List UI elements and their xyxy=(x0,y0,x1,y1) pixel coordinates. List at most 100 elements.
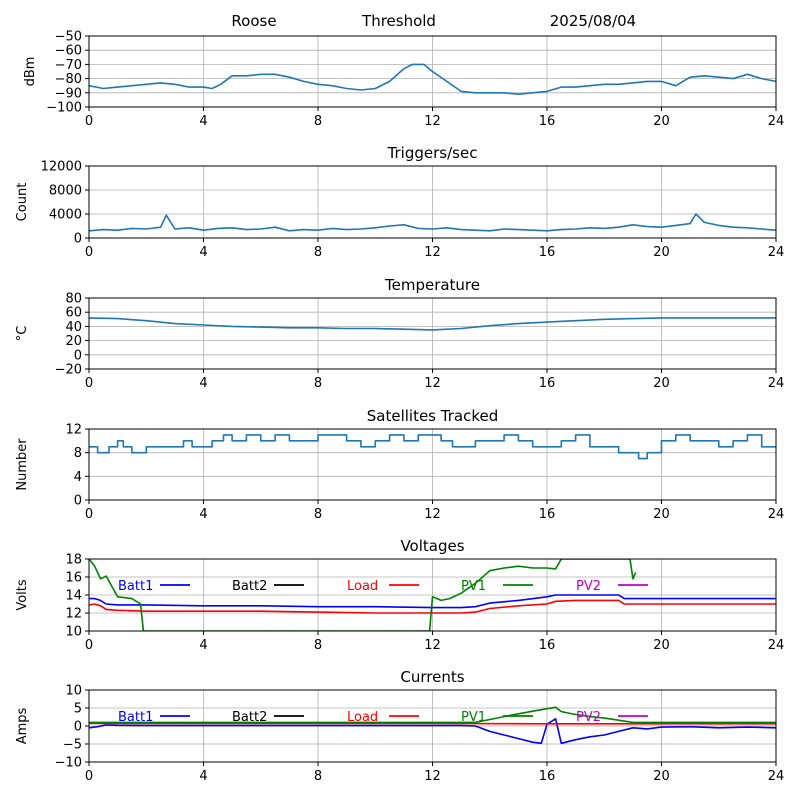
currents-xtick-label: 12 xyxy=(424,769,441,784)
header-date: 2025/08/04 xyxy=(550,12,636,30)
currents-legend-batt1: Batt1 xyxy=(118,710,153,725)
currents-xtick-label: 4 xyxy=(199,769,207,784)
satellites-xtick-label: 24 xyxy=(768,507,785,522)
currents-xtick-label: 8 xyxy=(314,769,322,784)
voltages-ytick-label: 16 xyxy=(65,571,82,586)
currents-xtick-label: 20 xyxy=(653,769,670,784)
currents-ytick-label: 5 xyxy=(74,702,82,717)
satellites-series-line xyxy=(89,434,776,460)
voltages-legend-pv2: PV2 xyxy=(576,579,601,594)
currents-ytick-label: 0 xyxy=(74,720,82,735)
triggers-xtick-label: 8 xyxy=(314,245,322,260)
voltages-legend-batt2: Batt2 xyxy=(232,579,267,594)
satellites-xtick-label: 4 xyxy=(199,507,207,522)
currents-xtick-label: 0 xyxy=(85,769,93,784)
triggers-ytick-label: 8000 xyxy=(49,184,82,199)
rssi-ytick-label: −90 xyxy=(55,86,82,101)
currents-legend-pv1: PV1 xyxy=(461,710,486,725)
voltages-xtick-label: 8 xyxy=(314,638,322,653)
satellites-ytick-label: 0 xyxy=(74,494,82,509)
currents-legend-pv2: PV2 xyxy=(576,710,601,725)
satellites-ytick-label: 12 xyxy=(65,423,82,438)
triggers-xtick-label: 12 xyxy=(424,245,441,260)
triggers-xtick-label: 24 xyxy=(768,245,785,260)
triggers-ylabel: Count xyxy=(15,183,30,222)
triggers-xtick-label: 0 xyxy=(85,245,93,260)
satellites-xtick-label: 0 xyxy=(85,507,93,522)
voltages-xtick-label: 16 xyxy=(539,638,556,653)
triggers-ytick-label: 12000 xyxy=(41,160,82,175)
temperature-series-line xyxy=(89,317,776,331)
voltages-legend-load: Load xyxy=(347,579,378,594)
satellites-ytick-label: 8 xyxy=(74,446,82,461)
triggers-xtick-label: 16 xyxy=(539,245,556,260)
temperature-xtick-label: 12 xyxy=(424,376,441,391)
temperature-ytick-label: 80 xyxy=(65,292,82,307)
temperature-xtick-label: 4 xyxy=(199,376,207,391)
currents-legend-batt2: Batt2 xyxy=(232,710,267,725)
voltages-xtick-label: 0 xyxy=(85,638,93,653)
satellites-xtick-label: 20 xyxy=(653,507,670,522)
rssi-ytick-label: −50 xyxy=(55,30,82,45)
satellites-ytick-label: 4 xyxy=(74,470,82,485)
voltages-xtick-label: 24 xyxy=(768,638,785,653)
temperature-ylabel: °C xyxy=(15,326,30,342)
voltages-xtick-label: 20 xyxy=(653,638,670,653)
voltages-ytick-label: 12 xyxy=(65,607,82,622)
rssi-ytick-label: −80 xyxy=(55,72,82,87)
temperature-xtick-label: 20 xyxy=(653,376,670,391)
header-mode: Threshold xyxy=(361,12,436,30)
voltages-title: Voltages xyxy=(400,537,464,555)
currents-ytick-label: 10 xyxy=(65,684,82,699)
temperature-xtick-label: 16 xyxy=(539,376,556,391)
currents-series-pv1 xyxy=(89,706,776,724)
voltages-series-load xyxy=(89,599,776,614)
rssi-xtick-label: 16 xyxy=(539,114,556,129)
rssi-xtick-label: 4 xyxy=(199,114,207,129)
rssi-ytick-label: −60 xyxy=(55,44,82,59)
satellites-xtick-label: 12 xyxy=(424,507,441,522)
rssi-xtick-label: 8 xyxy=(314,114,322,129)
voltages-ytick-label: 10 xyxy=(65,625,82,640)
rssi-xtick-label: 24 xyxy=(768,114,785,129)
temperature-ytick-label: 40 xyxy=(65,320,82,335)
satellites-xtick-label: 16 xyxy=(539,507,556,522)
currents-xtick-label: 16 xyxy=(539,769,556,784)
triggers-xtick-label: 4 xyxy=(199,245,207,260)
satellites-title: Satellites Tracked xyxy=(367,407,498,425)
rssi-xtick-label: 20 xyxy=(653,114,670,129)
currents-ytick-label: −5 xyxy=(63,738,82,753)
currents-ytick-label: −10 xyxy=(55,756,82,771)
temperature-xtick-label: 24 xyxy=(768,376,785,391)
currents-legend-load: Load xyxy=(347,710,378,725)
currents-series-batt1 xyxy=(89,717,776,745)
voltages-xtick-label: 12 xyxy=(424,638,441,653)
temperature-xtick-label: 8 xyxy=(314,376,322,391)
temperature-title: Temperature xyxy=(384,276,480,294)
temperature-xtick-label: 0 xyxy=(85,376,93,391)
temperature-ytick-label: 20 xyxy=(65,334,82,349)
voltages-ylabel: Volts xyxy=(15,579,30,611)
temperature-ytick-label: −20 xyxy=(55,363,82,378)
triggers-title: Triggers/sec xyxy=(387,144,478,162)
triggers-series-line xyxy=(89,213,776,232)
rssi-xtick-label: 12 xyxy=(424,114,441,129)
triggers-xtick-label: 20 xyxy=(653,245,670,260)
currents-title: Currents xyxy=(400,668,464,686)
rssi-xtick-label: 0 xyxy=(85,114,93,129)
rssi-ytick-label: −100 xyxy=(46,101,82,116)
voltages-ytick-label: 14 xyxy=(65,589,82,604)
temperature-ytick-label: 60 xyxy=(65,306,82,321)
voltages-ytick-label: 18 xyxy=(65,553,82,568)
currents-xtick-label: 24 xyxy=(768,769,785,784)
rssi-ylabel: dBm xyxy=(23,57,38,87)
satellites-ylabel: Number xyxy=(15,438,30,491)
triggers-ytick-label: 0 xyxy=(74,232,82,247)
satellites-xtick-label: 8 xyxy=(314,507,322,522)
voltages-series-batt1 xyxy=(89,594,776,609)
voltages-series-pv1 xyxy=(89,559,637,631)
rssi-ytick-label: −70 xyxy=(55,58,82,73)
triggers-ytick-label: 4000 xyxy=(49,208,82,223)
currents-ylabel: Amps xyxy=(15,707,30,744)
